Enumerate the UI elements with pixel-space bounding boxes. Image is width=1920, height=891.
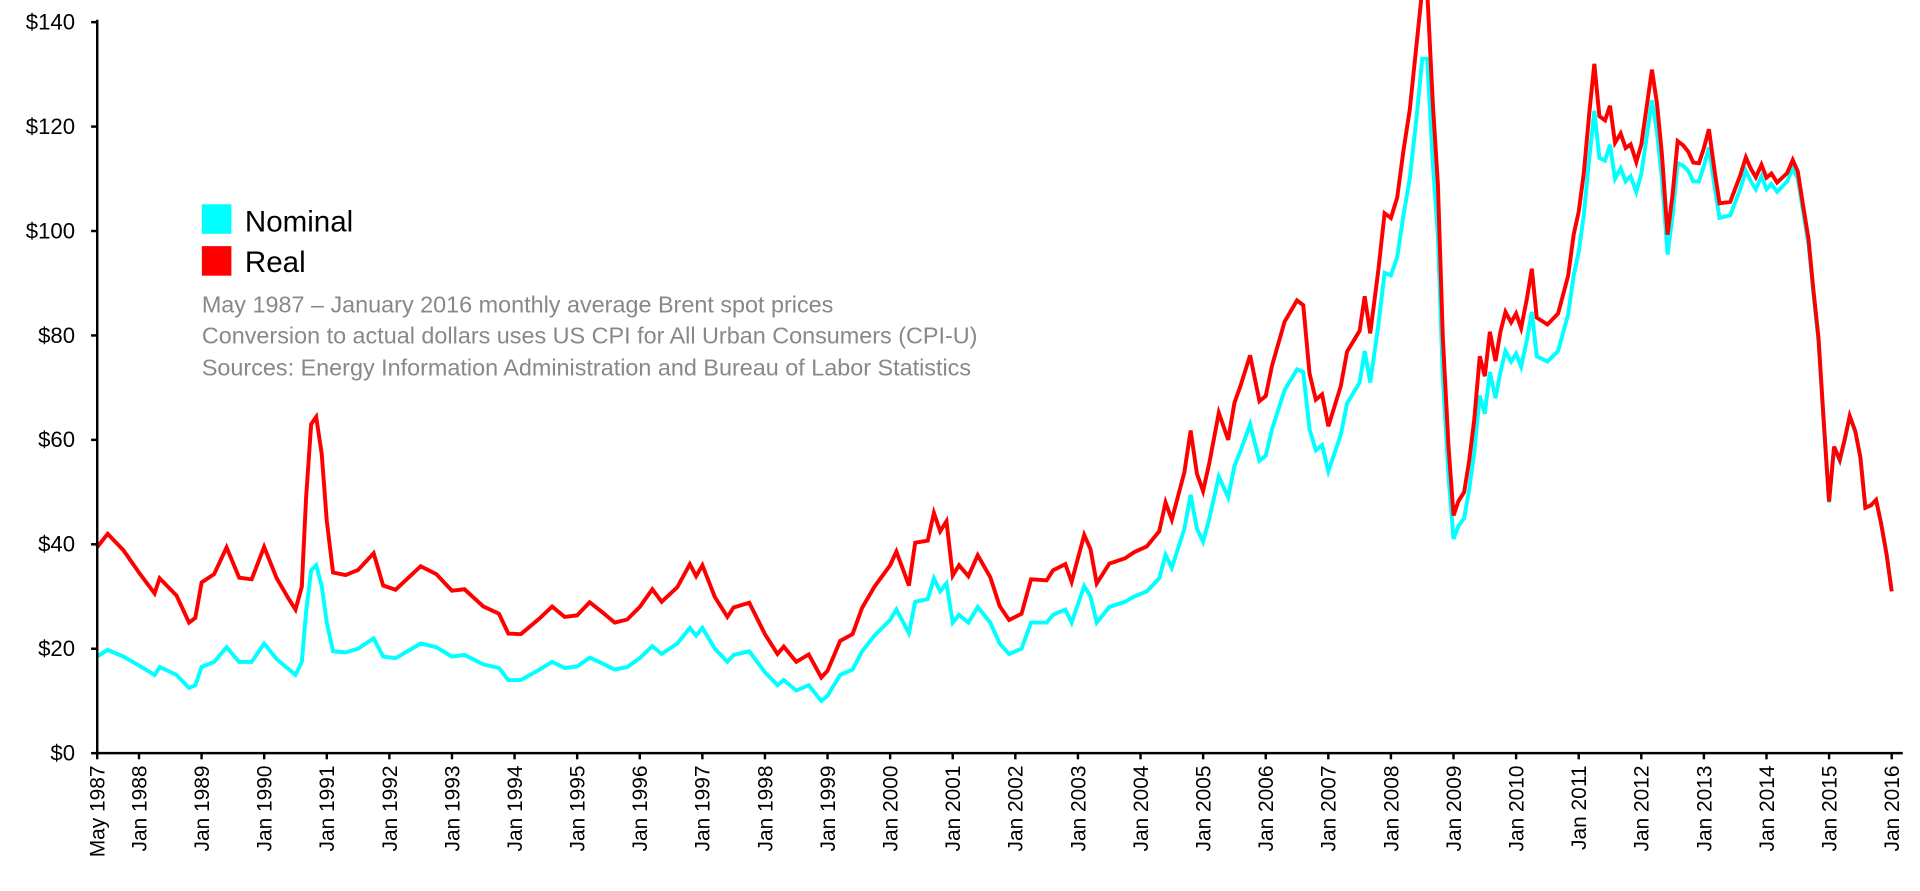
x-tick-label: Jan 2011 [1568, 765, 1591, 849]
y-tick-label: $0 [50, 741, 75, 766]
x-tick-label: Jan 1994 [504, 765, 527, 851]
series-layer [95, 0, 1894, 704]
y-tick-label: $120 [26, 114, 75, 139]
x-tick-label: Jan 2001 [942, 765, 965, 851]
x-tick-label: Jan 1993 [441, 765, 464, 851]
x-tick-label: Jan 2000 [880, 765, 903, 851]
x-tick-label: May 1987 [87, 765, 110, 857]
x-tick-label: Jan 2013 [1693, 765, 1716, 851]
x-tick-label: Jan 2007 [1318, 765, 1341, 851]
x-tick-label: Jan 2003 [1067, 765, 1090, 851]
y-tick-label: $40 [38, 532, 75, 557]
x-tick-label: Jan 1999 [817, 765, 840, 851]
x-tick-label: Jan 1997 [692, 765, 715, 851]
legend: Nominal Real [201, 204, 353, 279]
x-tick-label: Jan 1991 [316, 765, 339, 851]
x-tick-label: Jan 1990 [254, 765, 277, 851]
x-tick-label: Jan 2004 [1130, 765, 1153, 851]
series-line-real [95, 0, 1894, 681]
legend-swatch-real [201, 246, 232, 276]
x-tick-label: Jan 1998 [754, 765, 777, 851]
x-tick-label: Jan 2009 [1443, 765, 1466, 851]
legend-label-nominal: Nominal [245, 205, 353, 238]
chart-notes: May 1987 – January 2016 monthly average … [202, 292, 978, 381]
x-tick-label: Jan 2012 [1631, 765, 1654, 851]
note-conversion: Conversion to actual dollars uses US CPI… [202, 322, 978, 348]
legend-label-real: Real [245, 246, 306, 279]
x-tick-label: Jan 2005 [1193, 765, 1216, 851]
series-line-nominal [95, 56, 1894, 704]
y-tick-label: $80 [38, 323, 75, 348]
y-tick-label: $60 [38, 427, 75, 452]
x-tick-label: Jan 2014 [1756, 765, 1779, 851]
x-tick-label: Jan 2008 [1380, 765, 1403, 851]
x-tick-label: Jan 2006 [1255, 765, 1278, 851]
x-tick-label: Jan 2002 [1005, 765, 1028, 851]
x-tick-label: Jan 1995 [567, 765, 590, 851]
legend-swatch-nominal [201, 204, 232, 234]
x-tick-label: Jan 2010 [1505, 765, 1528, 851]
note-sources: Sources: Energy Information Administrati… [202, 354, 971, 380]
note-date-range: May 1987 – January 2016 monthly average … [202, 292, 834, 318]
x-tick-label: Jan 1992 [379, 765, 402, 851]
x-tick-label: Jan 2015 [1818, 765, 1841, 851]
x-tick-label: Jan 1996 [629, 765, 652, 851]
y-tick-label: $140 [26, 10, 75, 35]
y-tick-label: $20 [38, 636, 75, 661]
x-tick-label: Jan 1988 [128, 765, 151, 851]
x-axis-ticks: May 1987 Jan 1988 Jan 1989 Jan 1990 Jan 1991… [87, 753, 1904, 857]
y-axis-ticks: $0 $20 $40 $60 $80 $100 $120 $140 [26, 10, 98, 766]
x-tick-label: Jan 2016 [1881, 765, 1904, 851]
x-tick-label: Jan 1989 [191, 765, 214, 851]
y-tick-label: $100 [26, 218, 75, 243]
